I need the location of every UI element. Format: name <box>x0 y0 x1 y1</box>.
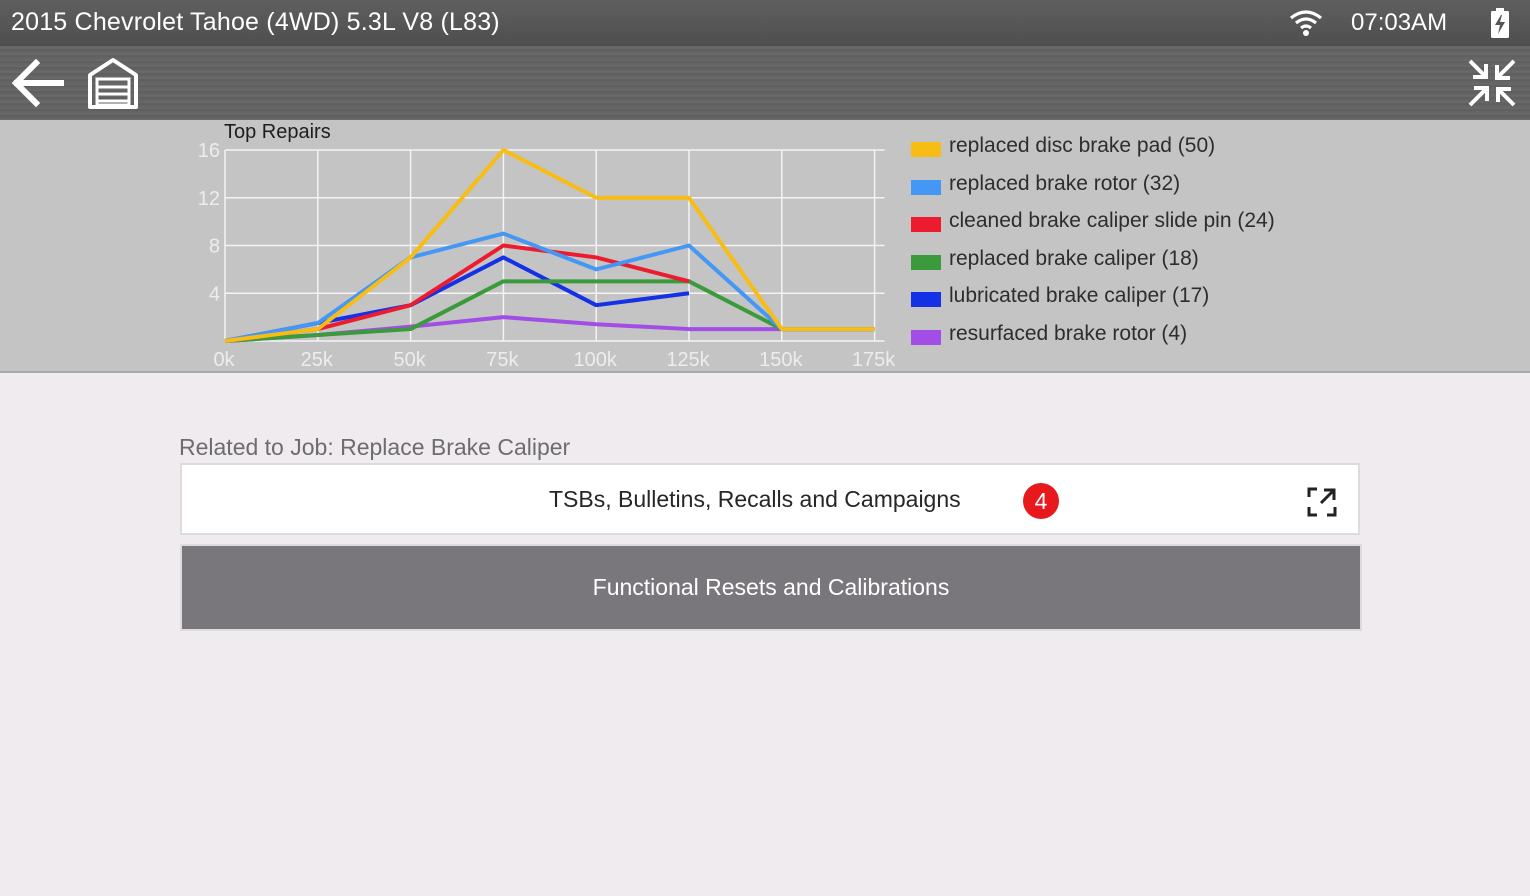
y-tick-label: 4 <box>209 283 220 305</box>
legend-swatch <box>911 329 941 345</box>
tsb-button-label: TSBs, Bulletins, Recalls and Campaigns <box>549 486 961 512</box>
x-tick-label: 0k <box>213 349 235 371</box>
x-tick-label: 25k <box>301 349 334 371</box>
y-tick-label: 12 <box>198 188 220 210</box>
vehicle-title: 2015 Chevrolet Tahoe (4WD) 5.3L V8 (L83) <box>11 8 500 36</box>
status-bar: 2015 Chevrolet Tahoe (4WD) 5.3L V8 (L83)… <box>0 0 1530 46</box>
y-tick-label: 8 <box>209 236 220 258</box>
count-badge: 4 <box>1023 483 1059 519</box>
series-line <box>224 148 875 343</box>
functional-button-label: Functional Resets and Calibrations <box>592 574 950 600</box>
garage-home-icon[interactable] <box>87 57 139 114</box>
clock: 07:03AM <box>1351 9 1448 36</box>
toolbar <box>0 46 1530 120</box>
x-tick-label: 75k <box>486 349 519 371</box>
functional-resets-button[interactable]: Functional Resets and Calibrations <box>180 544 1362 631</box>
x-tick-label: 175k <box>852 349 896 371</box>
collapse-fullscreen-icon[interactable] <box>1466 58 1518 113</box>
x-tick-label: 125k <box>666 349 710 371</box>
related-job-label: Related to Job: Replace Brake Caliper <box>179 434 571 460</box>
legend-swatch <box>911 142 941 157</box>
legend-swatch <box>911 217 941 233</box>
series-line <box>224 231 875 343</box>
legend-label: lubricated brake caliper (17) <box>949 284 1210 308</box>
legend-label: replaced disc brake pad (50) <box>949 134 1216 157</box>
legend-label: replaced brake caliper (18) <box>949 246 1199 270</box>
legend-label: cleaned brake caliper slide pin (24) <box>949 209 1275 233</box>
x-tick-label: 100k <box>574 349 618 371</box>
y-tick-label: 16 <box>198 140 220 162</box>
tsb-bulletins-button[interactable]: TSBs, Bulletins, Recalls and Campaigns 4 <box>180 463 1360 535</box>
chart-plot: 0k 25k 50k 75k 100k 125k 150k 175k 4 8 12 16 <box>198 140 897 371</box>
top-repairs-chart: 0k 25k 50k 75k 100k 125k 150k 175k 4 8 12 16 Top Re… <box>0 120 1530 373</box>
legend-label: resurfaced brake rotor (4) <box>949 321 1188 345</box>
legend-swatch <box>911 254 941 270</box>
back-arrow-icon[interactable] <box>11 58 64 113</box>
wifi-icon <box>1289 9 1323 42</box>
legend-swatch <box>911 292 941 308</box>
chart-title: Top Repairs <box>224 121 331 143</box>
x-tick-label: 150k <box>759 349 803 371</box>
open-external-icon[interactable] <box>1307 487 1337 522</box>
legend-swatch <box>911 179 941 195</box>
x-tick-label: 50k <box>393 349 426 371</box>
legend-label: replaced brake rotor (32) <box>949 171 1181 195</box>
series-line <box>224 279 875 343</box>
battery-charging-icon <box>1490 8 1510 43</box>
